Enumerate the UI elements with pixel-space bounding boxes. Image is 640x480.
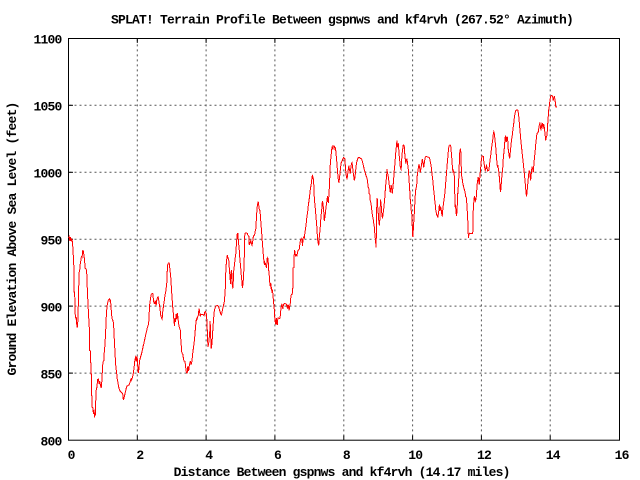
svg-text:900: 900: [40, 300, 62, 315]
svg-text:Ground Elevation Above Sea Lev: Ground Elevation Above Sea Level (feet): [5, 102, 20, 375]
svg-text:1100: 1100: [33, 33, 62, 48]
svg-text:2: 2: [136, 448, 144, 463]
svg-text:14: 14: [546, 448, 561, 463]
svg-text:16: 16: [615, 448, 630, 463]
svg-text:0: 0: [68, 448, 76, 463]
svg-text:850: 850: [40, 367, 62, 382]
svg-text:800: 800: [40, 434, 62, 449]
svg-text:Distance Between gspnws and kf: Distance Between gspnws and kf4rvh (14.1…: [174, 465, 510, 480]
svg-text:1000: 1000: [33, 167, 62, 182]
svg-text:1050: 1050: [33, 100, 62, 115]
svg-text:4: 4: [205, 448, 213, 463]
svg-text:SPLAT! Terrain Profile Between: SPLAT! Terrain Profile Between gspnws an…: [111, 13, 573, 28]
svg-text:8: 8: [343, 448, 351, 463]
svg-text:950: 950: [40, 234, 62, 249]
svg-text:12: 12: [477, 448, 492, 463]
svg-text:10: 10: [408, 448, 423, 463]
svg-text:6: 6: [274, 448, 282, 463]
